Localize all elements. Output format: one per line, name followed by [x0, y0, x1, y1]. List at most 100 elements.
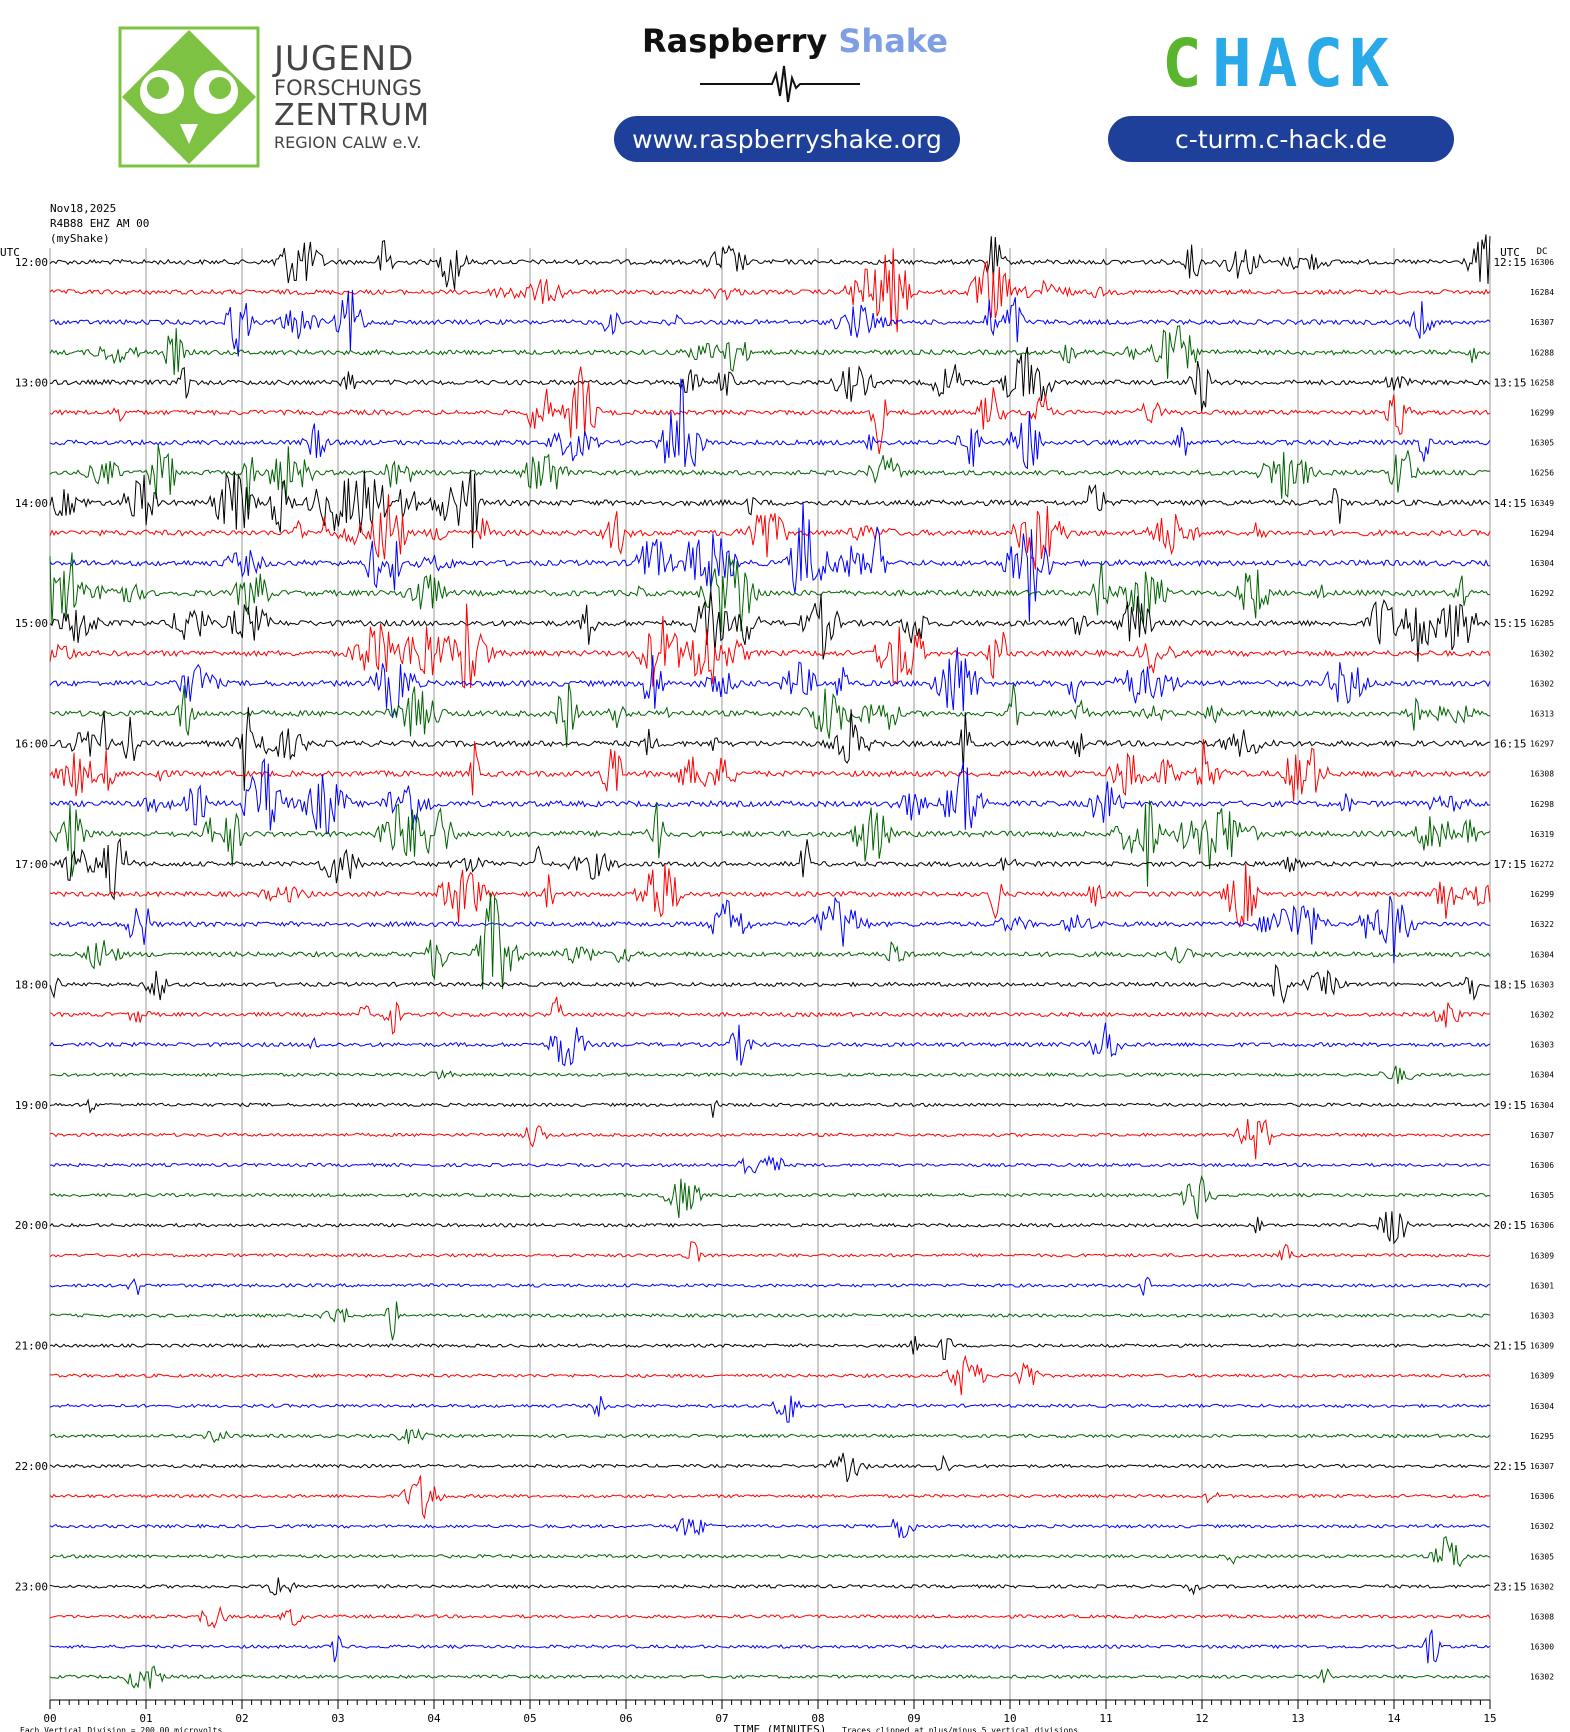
- dc-offset-label: 16306: [1530, 258, 1554, 267]
- dc-offset-label: 16308: [1530, 770, 1554, 779]
- raspberryshake-url-link[interactable]: www.raspberryshake.org: [614, 116, 960, 162]
- dc-offset-label: 16313: [1530, 710, 1554, 719]
- footer-right-note: Traces clipped at plus/minus 5 vertical …: [842, 1726, 1078, 1732]
- dc-offset-label: 16299: [1530, 890, 1554, 899]
- dc-offset-label: 16272: [1530, 860, 1554, 869]
- hour-label-left: 12:00: [15, 256, 48, 269]
- dc-offset-label: 16306: [1530, 1161, 1554, 1170]
- dc-offset-label: 16307: [1530, 1462, 1554, 1471]
- trace-line: [49, 1665, 1491, 1689]
- trace-line: [49, 552, 1491, 633]
- trace-line: [49, 738, 1491, 802]
- hour-label-right: 18:15: [1493, 978, 1526, 991]
- x-tick-label: 14: [1387, 1712, 1401, 1725]
- hour-label-right: 20:15: [1493, 1219, 1526, 1232]
- dc-offset-label: 16305: [1530, 1191, 1554, 1200]
- dc-offset-label: 16309: [1530, 1372, 1554, 1381]
- dc-offset-label: 16303: [1530, 1041, 1554, 1050]
- jfz-owl-logo: [118, 26, 260, 168]
- right-utc-label: UTC: [1500, 246, 1520, 259]
- jfz-wordmark: JUGEND FORSCHUNGS ZENTRUM REGION CALW e.…: [274, 42, 430, 151]
- x-tick-label: 02: [235, 1712, 248, 1725]
- hour-label-left: 23:00: [15, 1580, 48, 1593]
- x-tick-label: 07: [715, 1712, 728, 1725]
- trace-line: [49, 1276, 1491, 1296]
- hour-label-right: 23:15: [1493, 1580, 1526, 1593]
- trace-line: [49, 892, 1491, 990]
- hour-label-right: 22:15: [1493, 1460, 1526, 1473]
- trace-line: [49, 1395, 1491, 1423]
- chack-logo: C HACK: [1162, 32, 1395, 94]
- trace-line: [49, 837, 1491, 901]
- jfz-line-3: ZENTRUM: [274, 98, 430, 133]
- dc-offset-label: 16302: [1530, 1522, 1554, 1531]
- trace-line: [49, 963, 1491, 1005]
- trace-line: [49, 366, 1491, 455]
- dc-offset-label: 16349: [1530, 499, 1554, 508]
- trace-line: [49, 1428, 1491, 1444]
- raspberry-shake-wordmark: Raspberry Shake: [642, 22, 948, 60]
- trace-line: [49, 1154, 1491, 1175]
- trace-line: [49, 469, 1491, 549]
- hour-label-right: 21:15: [1493, 1340, 1526, 1353]
- dc-offset-label: 16304: [1530, 1071, 1554, 1080]
- x-tick-label: 09: [907, 1712, 920, 1725]
- x-tick-label: 03: [331, 1712, 344, 1725]
- dc-offset-label: 16308: [1530, 1613, 1554, 1622]
- trace-line: [49, 1452, 1491, 1483]
- hour-label-left: 13:00: [15, 376, 48, 389]
- dc-offset-label: 16302: [1530, 1673, 1554, 1682]
- dc-offset-label: 16304: [1530, 1402, 1554, 1411]
- trace-line: [49, 289, 1491, 357]
- trace-line: [49, 1577, 1491, 1596]
- trace-line: [49, 1065, 1491, 1085]
- dc-offset-label: 16302: [1530, 1011, 1554, 1020]
- dc-offset-label: 16305: [1530, 1552, 1554, 1561]
- dc-offset-label: 16295: [1530, 1432, 1554, 1441]
- chack-url-link[interactable]: c-turm.c-hack.de: [1108, 116, 1454, 162]
- hour-label-right: 16:15: [1493, 738, 1526, 751]
- trace-line: [49, 591, 1491, 662]
- hour-label-left: 15:00: [15, 617, 48, 630]
- trace-line: [49, 346, 1491, 412]
- chack-logo-hack: HACK: [1212, 32, 1395, 94]
- trace-line: [49, 1118, 1491, 1160]
- trace-line: [49, 1335, 1491, 1360]
- trace-line: [49, 1022, 1491, 1067]
- trace-line: [49, 325, 1491, 379]
- x-tick-label: 10: [1003, 1712, 1016, 1725]
- trace-line: [49, 1354, 1491, 1396]
- dc-offset-label: 16304: [1530, 950, 1554, 959]
- trace-line: [49, 863, 1491, 928]
- chart-station: R4B88 EHZ AM 00: [50, 217, 149, 230]
- trace-line: [49, 647, 1491, 719]
- x-tick-label: 11: [1099, 1712, 1112, 1725]
- seismic-wave-icon: [700, 65, 860, 103]
- trace-line: [49, 1475, 1491, 1520]
- dc-offset-label: 16302: [1530, 649, 1554, 658]
- raspberry-word: Raspberry: [642, 22, 828, 60]
- hour-label-left: 21:00: [15, 1340, 48, 1353]
- trace-line: [49, 707, 1491, 791]
- dc-offset-label: 16309: [1530, 1251, 1554, 1260]
- trace-line: [49, 895, 1491, 964]
- x-tick-label: 01: [139, 1712, 152, 1725]
- dc-label: DC: [1537, 247, 1548, 257]
- dc-offset-label: 16302: [1530, 679, 1554, 688]
- trace-line: [49, 757, 1491, 835]
- trace-line: [49, 683, 1491, 748]
- trace-line: [49, 800, 1491, 887]
- dc-offset-label: 16301: [1530, 1281, 1554, 1290]
- dc-offset-label: 16322: [1530, 920, 1554, 929]
- x-tick-label: 06: [619, 1712, 632, 1725]
- helicorder-chart: Nov18,2025 R4B88 EHZ AM 00 (myShake) UTC UTC…: [0, 202, 1554, 1732]
- dc-offset-label: 16306: [1530, 1492, 1554, 1501]
- dc-offset-label: 16319: [1530, 830, 1554, 839]
- chart-source: (myShake): [50, 232, 110, 245]
- x-tick-label: 12: [1195, 1712, 1208, 1725]
- dc-offset-label: 16307: [1530, 318, 1554, 327]
- trace-line: [49, 1535, 1491, 1568]
- trace-line: [49, 996, 1491, 1035]
- jfz-line-1: JUGEND: [274, 39, 415, 79]
- dc-offset-label: 16304: [1530, 1101, 1554, 1110]
